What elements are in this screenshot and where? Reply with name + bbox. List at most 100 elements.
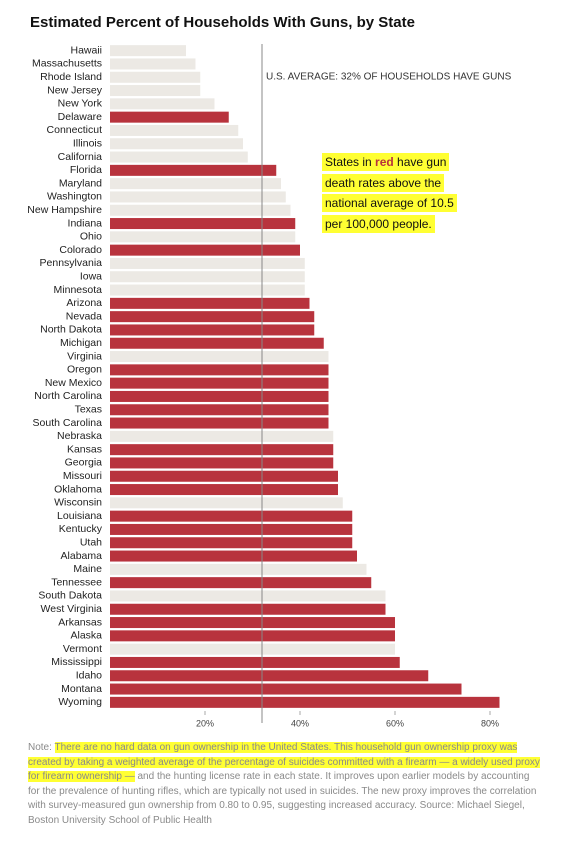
- y-tick-label: West Virginia: [41, 603, 103, 615]
- x-tick-label: 20%: [196, 718, 214, 728]
- bar: [110, 497, 343, 509]
- bar: [110, 218, 296, 230]
- bar: [110, 696, 500, 708]
- average-label: U.S. AVERAGE: 32% OF HOUSEHOLDS HAVE GUN…: [266, 72, 512, 83]
- y-tick-label: Virginia: [67, 350, 102, 362]
- y-tick-label: Oklahoma: [54, 483, 102, 495]
- y-tick-label: Rhode Island: [40, 71, 102, 83]
- y-tick-label: North Dakota: [40, 324, 102, 336]
- bar: [110, 231, 296, 243]
- bar: [110, 85, 201, 97]
- bar: [110, 311, 315, 323]
- y-tick-label: Missouri: [63, 470, 102, 482]
- y-tick-label: New Hampshire: [27, 204, 102, 216]
- bar: [110, 45, 186, 57]
- bar: [110, 617, 395, 629]
- y-tick-label: Alaska: [70, 630, 102, 642]
- bar: [110, 683, 462, 695]
- bar: [110, 191, 286, 203]
- bar: [110, 164, 277, 176]
- x-tick-label: 40%: [291, 718, 309, 728]
- y-tick-label: Pennsylvania: [40, 257, 103, 269]
- bar: [110, 656, 400, 668]
- bar: [110, 390, 329, 402]
- y-tick-label: California: [58, 151, 103, 163]
- y-tick-label: Maryland: [59, 177, 102, 189]
- y-tick-label: Delaware: [58, 111, 103, 123]
- y-tick-label: Kansas: [67, 443, 102, 455]
- bar: [110, 244, 300, 256]
- bar: [110, 257, 305, 269]
- y-tick-label: Arizona: [66, 297, 102, 309]
- bar: [110, 444, 334, 456]
- y-tick-label: Georgia: [65, 457, 103, 469]
- bar: [110, 284, 305, 296]
- bar: [110, 351, 329, 363]
- y-tick-label: Louisiana: [57, 510, 102, 522]
- y-tick-label: Oregon: [67, 364, 102, 376]
- bar: [110, 550, 357, 562]
- y-tick-label: Maine: [73, 563, 102, 575]
- y-tick-label: Nevada: [66, 310, 102, 322]
- bar: [110, 271, 305, 283]
- y-tick-label: Indiana: [68, 217, 103, 229]
- y-tick-label: Minnesota: [54, 284, 103, 296]
- bar: [110, 124, 239, 136]
- bar: [110, 178, 281, 190]
- y-tick-label: Montana: [61, 683, 102, 695]
- note-label: Note:: [28, 742, 52, 753]
- bar: [110, 98, 215, 110]
- y-tick-label: Wisconsin: [54, 497, 102, 509]
- chart-title: Estimated Percent of Households With Gun…: [30, 14, 415, 31]
- note-rest: and the hunting license rate in each sta…: [28, 771, 537, 826]
- y-tick-label: Illinois: [73, 138, 102, 150]
- bar: [110, 510, 353, 522]
- bar: [110, 643, 395, 655]
- y-tick-label: Iowa: [80, 271, 102, 283]
- y-tick-label: Alabama: [61, 550, 103, 562]
- y-tick-label: South Carolina: [33, 417, 103, 429]
- y-tick-label: Massachusetts: [32, 58, 102, 70]
- bar: [110, 377, 329, 389]
- bar: [110, 430, 334, 442]
- bar: [110, 484, 338, 496]
- y-tick-label: New Mexico: [45, 377, 102, 389]
- bar: [110, 470, 338, 482]
- bar: [110, 404, 329, 416]
- bar: [110, 138, 243, 150]
- bar: [110, 204, 291, 216]
- y-tick-label: Colorado: [59, 244, 102, 256]
- x-tick-label: 80%: [481, 718, 499, 728]
- bar: [110, 603, 386, 615]
- y-tick-label: Tennessee: [51, 576, 102, 588]
- y-tick-label: Wyoming: [58, 696, 102, 708]
- callout-suffix: have gun death rates above the national …: [325, 155, 454, 231]
- bar: [110, 364, 329, 376]
- y-tick-label: Texas: [75, 404, 102, 416]
- bar: [110, 417, 329, 429]
- y-tick-label: Idaho: [76, 670, 102, 682]
- y-tick-label: New Jersey: [47, 84, 103, 96]
- y-tick-label: Kentucky: [59, 523, 103, 535]
- y-tick-label: Nebraska: [57, 430, 102, 442]
- bar: [110, 523, 353, 535]
- y-tick-label: Hawaii: [70, 44, 102, 56]
- y-tick-label: Mississippi: [51, 656, 102, 668]
- bar: [110, 577, 372, 589]
- callout-prefix: States in: [325, 155, 376, 169]
- bar: [110, 151, 248, 163]
- y-tick-label: Arkansas: [58, 616, 102, 628]
- y-tick-label: Florida: [70, 164, 102, 176]
- bar: [110, 324, 315, 336]
- bar: [110, 630, 395, 642]
- bar: [110, 111, 229, 123]
- bar: [110, 457, 334, 469]
- x-tick-label: 60%: [386, 718, 404, 728]
- callout-highlight: red: [375, 155, 394, 169]
- y-tick-label: South Dakota: [38, 590, 102, 602]
- bar: [110, 337, 324, 349]
- bar: [110, 563, 367, 575]
- y-tick-label: Washington: [47, 191, 102, 203]
